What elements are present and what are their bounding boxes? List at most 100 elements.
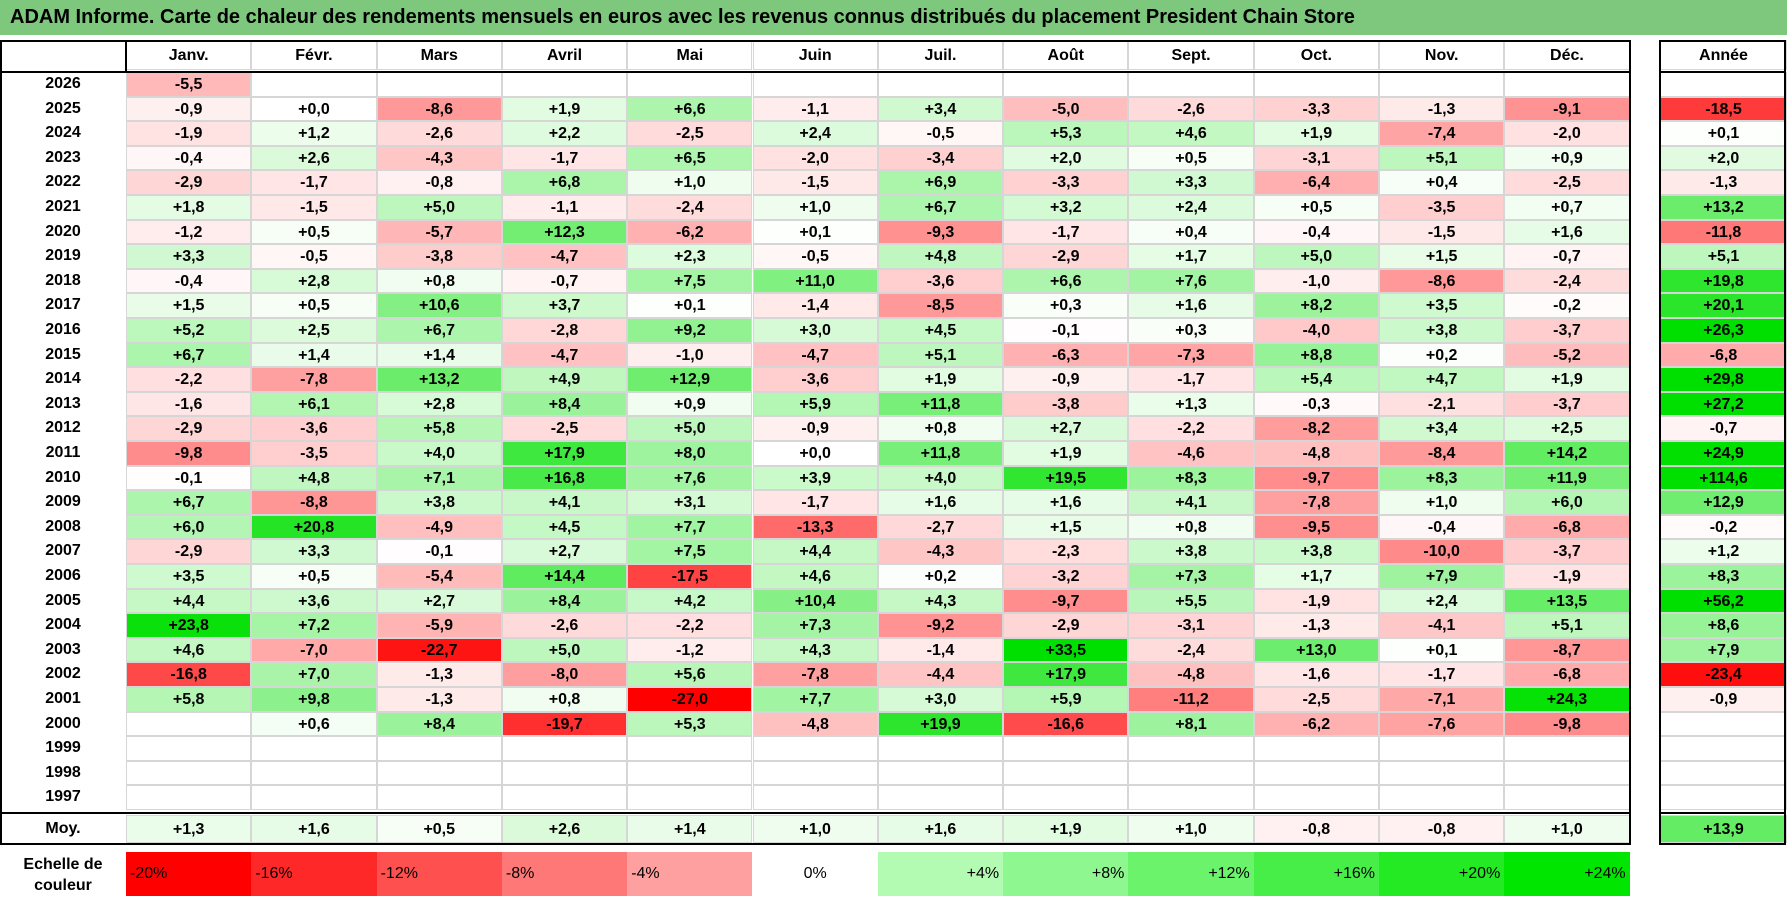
year-label: 2000 <box>0 711 126 737</box>
heatmap-cell <box>126 760 252 786</box>
color-scale-stop: +8% <box>1003 852 1129 896</box>
heatmap-cell <box>1504 72 1630 97</box>
heatmap-cell: +0,1 <box>752 219 878 245</box>
heatmap-cell: +2,4 <box>1379 588 1505 614</box>
heatmap-cell <box>251 736 377 761</box>
heatmap-cell: -0,4 <box>1379 514 1505 540</box>
heatmap-cell: -11,2 <box>1128 687 1254 712</box>
heatmap-cell: +1,3 <box>1128 391 1254 417</box>
annual-cell: +20,1 <box>1660 293 1787 318</box>
heatmap-cell: +4,6 <box>1128 121 1254 146</box>
annual-cell: +24,9 <box>1660 441 1787 466</box>
annual-cell: +56,2 <box>1660 588 1787 614</box>
heatmap-cell: +1,8 <box>126 195 252 220</box>
heatmap-cell: -4,6 <box>1128 441 1254 466</box>
year-label: 1998 <box>0 760 126 786</box>
heatmap-cell: +5,4 <box>1253 367 1379 392</box>
heatmap-cell: +5,1 <box>1504 613 1630 638</box>
heatmap-cell: +0,3 <box>1003 293 1129 318</box>
heatmap-cell: -0,5 <box>752 244 878 269</box>
heatmap-cell: -2,9 <box>1003 244 1129 269</box>
heatmap-cell: +6,0 <box>126 514 252 540</box>
heatmap-cell: -3,7 <box>1504 391 1630 417</box>
heatmap-cell: -0,4 <box>1253 219 1379 245</box>
heatmap-cell: -2,9 <box>126 170 252 195</box>
heatmap-cell <box>1253 760 1379 786</box>
annual-cell <box>1660 736 1787 761</box>
month-header: Févr. <box>251 40 377 70</box>
heatmap-cell: +5,5 <box>1128 588 1254 614</box>
year-label: 2016 <box>0 318 126 343</box>
heatmap-cell: +11,9 <box>1504 465 1630 491</box>
heatmap-cell: +33,5 <box>1003 637 1129 663</box>
heatmap-cell: +2,2 <box>501 121 628 146</box>
heatmap-cell: +6,7 <box>376 318 502 343</box>
heatmap-cell: -7,6 <box>1379 711 1505 737</box>
color-scale-stop: -8% <box>501 852 628 896</box>
heatmap-cell: -8,6 <box>1379 268 1505 294</box>
heatmap-cell: +3,5 <box>1379 293 1505 318</box>
heatmap-cell: +5,6 <box>627 662 753 687</box>
heatmap-cell: +4,8 <box>877 244 1004 269</box>
heatmap-cell: -0,5 <box>877 121 1004 146</box>
heatmap-cell: -1,7 <box>251 170 377 195</box>
heatmap-cell <box>126 736 252 761</box>
heatmap-cell: +8,8 <box>1253 342 1379 368</box>
heatmap-cell: +2,5 <box>251 318 377 343</box>
heatmap-cell: +7,7 <box>752 687 878 712</box>
heatmap-cell: +2,6 <box>251 145 377 171</box>
heatmap-cell <box>1379 760 1505 786</box>
heatmap-cell: +3,8 <box>1253 539 1379 564</box>
heatmap-cell: -3,8 <box>1003 391 1129 417</box>
heatmap-cell: -3,6 <box>752 367 878 392</box>
heatmap-cell <box>1253 785 1379 810</box>
heatmap-cell: -7,8 <box>752 662 878 687</box>
heatmap-cell: +5,0 <box>376 195 502 220</box>
year-label: 2012 <box>0 416 126 441</box>
heatmap-cell <box>752 736 878 761</box>
heatmap-cell <box>1379 736 1505 761</box>
heatmap-cell: -3,3 <box>1253 96 1379 122</box>
heatmap-cell <box>501 785 628 810</box>
annual-cell: -0,7 <box>1660 416 1787 441</box>
heatmap-cell <box>126 785 252 810</box>
heatmap-cell: +2,3 <box>627 244 753 269</box>
heatmap-cell: -7,1 <box>1379 687 1505 712</box>
year-label: 2006 <box>0 564 126 589</box>
heatmap-cell: -2,6 <box>376 121 502 146</box>
heatmap-cell: -6,2 <box>1253 711 1379 737</box>
annual-cell: +29,8 <box>1660 367 1787 392</box>
annual-cell: -23,4 <box>1660 662 1787 687</box>
heatmap-cell: -9,7 <box>1253 465 1379 491</box>
color-scale-label-line1: Echelle de <box>23 856 103 873</box>
heatmap-cell: +5,8 <box>126 687 252 712</box>
heatmap-cell: +0,1 <box>1379 637 1505 663</box>
year-label: 1999 <box>0 736 126 761</box>
month-header: Mars <box>376 40 502 70</box>
heatmap-cell: +8,1 <box>1128 711 1254 737</box>
heatmap-cell: -3,4 <box>877 145 1004 171</box>
heatmap-cell: +6,6 <box>627 96 753 122</box>
heatmap-cell: +3,6 <box>251 588 377 614</box>
heatmap-cell: +0,4 <box>1379 170 1505 195</box>
heatmap-cell: -4,7 <box>501 342 628 368</box>
heatmap-cell <box>376 760 502 786</box>
month-header: Juil. <box>877 40 1004 70</box>
year-label: 2013 <box>0 391 126 417</box>
heatmap-cell: +8,4 <box>501 391 628 417</box>
heatmap-cell: +11,8 <box>877 391 1004 417</box>
heatmap-cell: +0,0 <box>752 441 878 466</box>
heatmap-cell: -1,1 <box>501 195 628 220</box>
average-cell: +0,5 <box>376 815 502 843</box>
heatmap-cell: +0,9 <box>1504 145 1630 171</box>
heatmap-cell: -2,5 <box>501 416 628 441</box>
heatmap-cell: +0,8 <box>1128 514 1254 540</box>
heatmap-cell: +2,7 <box>376 588 502 614</box>
year-label: 2002 <box>0 662 126 687</box>
heatmap-cell <box>251 785 377 810</box>
heatmap-cell: +1,9 <box>501 96 628 122</box>
heatmap-cell: +4,2 <box>627 588 753 614</box>
heatmap-cell: +5,1 <box>1379 145 1505 171</box>
heatmap-cell: -5,0 <box>1003 96 1129 122</box>
heatmap-cell: -3,5 <box>251 441 377 466</box>
